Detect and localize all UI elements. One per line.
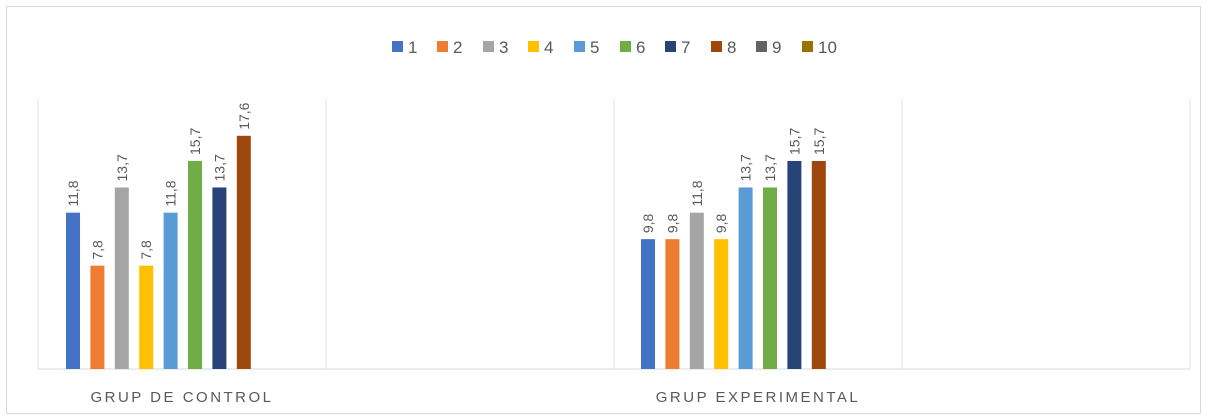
legend: 1 2 3 4 5 6 7 8 9 10 (392, 38, 837, 57)
data-label-series-6-cat-1: 15,7 (187, 128, 203, 155)
legend-label-10: 10 (818, 38, 837, 57)
bar-series-1-cat-1 (66, 212, 80, 369)
legend-swatch-7 (665, 41, 676, 52)
legend-item-8: 8 (711, 38, 736, 57)
data-label-series-8-cat-1: 17,6 (236, 102, 252, 129)
data-label-series-5-cat-1: 11,8 (163, 180, 179, 206)
legend-item-1: 1 (392, 38, 417, 57)
data-labels: 11,8 9,8 7,8 9,8 13,7 11,8 7,8 9,8 11,8 13,7 15,7 1… (65, 102, 827, 259)
bar-series-8-cat-1 (236, 135, 251, 369)
legend-swatch-1 (392, 41, 403, 52)
data-label-series-4-cat-2: 9,8 (713, 213, 729, 233)
legend-label-9: 9 (772, 38, 781, 57)
bar-series-7-cat-1 (212, 187, 227, 369)
legend-swatch-2 (437, 41, 448, 52)
bar-series-5-cat-2 (738, 187, 753, 369)
data-label-series-3-cat-1: 13,7 (114, 154, 130, 181)
chart-frame (6, 6, 1201, 414)
data-label-series-2-cat-1: 7,8 (89, 240, 105, 260)
legend-item-3: 3 (483, 38, 508, 57)
data-label-series-7-cat-1: 13,7 (211, 154, 227, 181)
bars (66, 135, 826, 369)
legend-item-5: 5 (574, 38, 599, 57)
gridlines (37, 98, 1191, 370)
legend-item-9: 9 (756, 38, 781, 57)
bar-series-5-cat-1 (163, 212, 178, 369)
legend-item-7: 7 (665, 38, 690, 57)
bar-series-3-cat-2 (689, 212, 704, 369)
bar-series-6-cat-1 (188, 160, 202, 369)
data-label-series-1-cat-2: 9,8 (640, 213, 656, 233)
legend-item-4: 4 (528, 38, 553, 57)
category-label-2: GRUP EXPERIMENTAL (656, 389, 860, 406)
bar-series-6-cat-2 (763, 187, 777, 369)
bar-series-4-cat-2 (714, 239, 729, 369)
bar-series-2-cat-2 (665, 239, 680, 369)
data-label-series-7-cat-2: 15,7 (786, 128, 802, 155)
legend-label-1: 1 (408, 38, 417, 57)
legend-item-2: 2 (437, 38, 462, 57)
data-label-series-1-cat-1: 11,8 (65, 180, 81, 206)
legend-swatch-9 (756, 41, 767, 52)
legend-label-4: 4 (544, 38, 553, 57)
legend-label-6: 6 (636, 38, 645, 57)
legend-swatch-6 (620, 41, 631, 52)
data-label-series-3-cat-2: 11,8 (689, 180, 705, 206)
data-label-series-2-cat-2: 9,8 (664, 213, 680, 233)
bar-series-2-cat-1 (90, 265, 105, 369)
bar-series-1-cat-2 (641, 239, 655, 369)
legend-swatch-8 (711, 41, 722, 52)
category-axis-labels: GRUP DE CONTROL GRUP EXPERIMENTAL (90, 389, 860, 406)
category-label-1: GRUP DE CONTROL (90, 389, 273, 406)
legend-swatch-10 (802, 41, 813, 52)
legend-label-2: 2 (453, 38, 462, 57)
bar-series-7-cat-2 (787, 160, 802, 369)
legend-label-8: 8 (727, 38, 736, 57)
data-label-series-5-cat-2: 13,7 (738, 154, 754, 181)
legend-label-5: 5 (590, 38, 599, 57)
legend-item-10: 10 (802, 38, 837, 57)
legend-label-3: 3 (499, 38, 508, 57)
legend-swatch-4 (528, 41, 539, 52)
data-label-series-8-cat-2: 15,7 (811, 128, 827, 155)
bar-series-4-cat-1 (139, 265, 154, 369)
legend-item-6: 6 (620, 38, 645, 57)
data-label-series-6-cat-2: 13,7 (762, 154, 778, 181)
data-label-series-4-cat-1: 7,8 (138, 240, 154, 260)
legend-swatch-3 (483, 41, 494, 52)
legend-swatch-5 (574, 41, 585, 52)
bar-series-8-cat-2 (811, 160, 826, 369)
legend-label-7: 7 (681, 38, 690, 57)
bar-series-3-cat-1 (114, 187, 129, 369)
